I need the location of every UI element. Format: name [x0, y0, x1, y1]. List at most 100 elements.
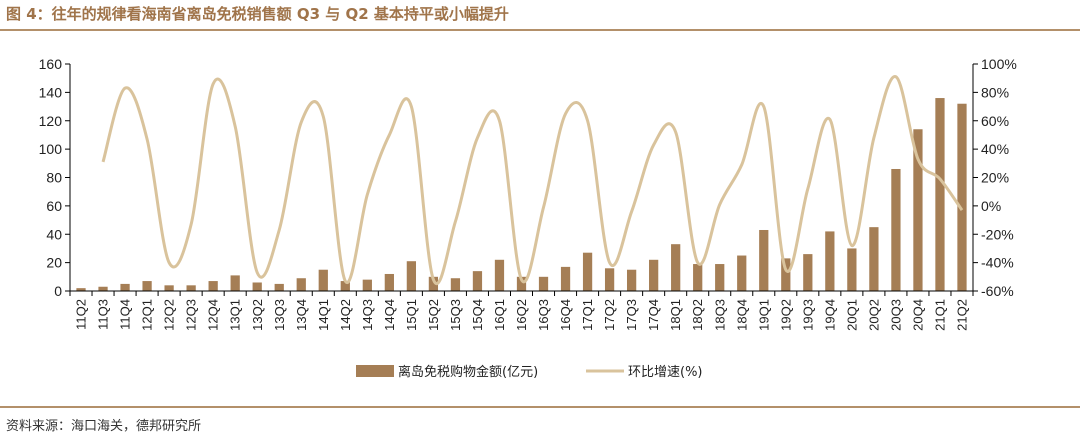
x-tick-label: 18Q3 — [712, 299, 727, 331]
x-tick-label: 16Q3 — [536, 299, 551, 331]
x-tick-label: 17Q4 — [646, 299, 661, 331]
left-tick-label: 80 — [46, 170, 62, 186]
bar-20Q4 — [913, 129, 923, 291]
bottom-rule — [0, 406, 1080, 408]
legend-bar-swatch — [356, 365, 394, 377]
x-tick-label: 13Q1 — [228, 299, 243, 331]
right-tick-label: 60% — [981, 113, 1009, 129]
x-tick-label: 12Q4 — [206, 299, 221, 331]
bar-11Q3 — [98, 286, 108, 291]
x-tick-label: 14Q3 — [360, 299, 375, 331]
bar-15Q4 — [472, 271, 483, 291]
x-tick-label: 11Q4 — [118, 299, 133, 330]
x-tick-label: 16Q1 — [492, 299, 507, 331]
bar-19Q2 — [781, 258, 791, 291]
bar-14Q3 — [362, 279, 372, 291]
x-tick-label: 20Q4 — [910, 299, 925, 331]
bar-20Q1 — [847, 248, 857, 291]
bar-19Q1 — [759, 229, 769, 291]
x-tick-label: 15Q4 — [470, 299, 485, 331]
bar-13Q1 — [230, 275, 240, 291]
bar-17Q1 — [582, 252, 593, 291]
bar-17Q3 — [626, 269, 637, 291]
left-tick-label: 0 — [54, 283, 62, 299]
bar-16Q3 — [538, 276, 549, 291]
left-tick-label: 160 — [39, 56, 63, 72]
x-tick-label: 19Q3 — [800, 299, 815, 331]
right-tick-label: -40% — [981, 255, 1014, 271]
bar-17Q2 — [604, 268, 615, 291]
x-tick-label: 13Q3 — [272, 299, 287, 331]
x-tick-label: 12Q2 — [162, 299, 177, 331]
bar-12Q3 — [186, 285, 196, 291]
legend-line-label: 环比增速(%) — [628, 365, 703, 380]
bar-11Q4 — [120, 283, 130, 291]
x-tick-label: 21Q1 — [933, 299, 948, 331]
x-tick-label: 15Q2 — [426, 299, 441, 331]
x-tick-label: 19Q4 — [822, 299, 837, 331]
right-tick-label: 80% — [981, 84, 1009, 100]
bar-19Q4 — [825, 231, 835, 291]
left-tick-label: 120 — [39, 113, 63, 129]
x-tick-label: 19Q1 — [756, 299, 771, 331]
bar-16Q1 — [494, 259, 505, 291]
left-tick-label: 40 — [46, 226, 62, 242]
right-tick-label: 100% — [981, 56, 1017, 72]
x-tick-label: 17Q3 — [624, 299, 639, 331]
bar-14Q2 — [340, 281, 350, 291]
x-tick-label: 19Q2 — [778, 299, 793, 331]
left-tick-label: 100 — [39, 141, 63, 157]
bar-14Q1 — [318, 269, 328, 291]
bar-18Q4 — [737, 255, 747, 291]
bar-19Q3 — [803, 254, 813, 291]
x-tick-label: 15Q1 — [404, 299, 419, 331]
x-tick-label: 11Q3 — [96, 299, 111, 330]
bar-16Q2 — [516, 276, 527, 291]
x-tick-label: 13Q2 — [250, 299, 265, 331]
right-tick-label: 0% — [981, 198, 1001, 214]
bar-15Q2 — [428, 276, 439, 291]
bar-17Q4 — [649, 259, 659, 291]
x-tick-label: 11Q2 — [74, 299, 89, 330]
bar-14Q4 — [384, 273, 394, 291]
right-tick-label: 20% — [981, 170, 1009, 186]
x-tick-label: 15Q3 — [448, 299, 463, 331]
x-tick-label: 20Q2 — [866, 299, 881, 331]
bar-21Q2 — [957, 103, 967, 291]
bar-21Q1 — [935, 98, 945, 291]
x-tick-label: 14Q1 — [316, 299, 331, 331]
right-tick-label: 40% — [981, 141, 1009, 157]
source-note: 资料来源：海口海关，德邦研究所 — [6, 419, 202, 434]
bar-15Q1 — [406, 261, 417, 291]
legend-bar-label: 离岛免税购物金额(亿元) — [398, 364, 538, 380]
figure-title: 图 4：往年的规律看海南省离岛免税销售额 Q3 与 Q2 基本持平或小幅提升 — [6, 5, 509, 23]
bar-13Q4 — [296, 278, 306, 291]
bar-12Q4 — [208, 281, 218, 291]
left-tick-label: 140 — [39, 84, 63, 100]
top-rule — [0, 29, 1080, 31]
x-tick-label: 18Q1 — [668, 299, 683, 331]
bar-15Q3 — [450, 278, 461, 291]
right-tick-label: -60% — [981, 283, 1014, 299]
left-tick-label: 60 — [46, 198, 62, 214]
growth-rate-line — [101, 75, 964, 285]
x-tick-label: 12Q3 — [184, 299, 199, 331]
x-tick-label: 13Q4 — [294, 299, 309, 331]
x-tick-label: 12Q1 — [140, 299, 155, 331]
bar-20Q2 — [869, 227, 879, 291]
bar-12Q2 — [164, 285, 174, 291]
bar-line-chart: 0 20 40 60 80 100 120 140 160 -60% -40% -20% 0% 20% 40… — [39, 56, 1017, 380]
x-tick-label: 17Q2 — [602, 299, 617, 331]
bar-18Q2 — [693, 264, 703, 291]
x-tick-label: 16Q4 — [558, 299, 573, 331]
bar-20Q3 — [891, 168, 901, 291]
x-tick-label: 18Q2 — [690, 299, 705, 331]
bar-11Q2 — [76, 288, 86, 291]
right-tick-label: -20% — [981, 226, 1014, 242]
bar-18Q1 — [671, 244, 681, 291]
left-tick-label: 20 — [46, 255, 62, 271]
bar-13Q2 — [252, 282, 262, 291]
bar-13Q3 — [274, 283, 284, 291]
x-tick-label: 16Q2 — [514, 299, 529, 331]
x-tick-label: 21Q2 — [955, 299, 970, 331]
